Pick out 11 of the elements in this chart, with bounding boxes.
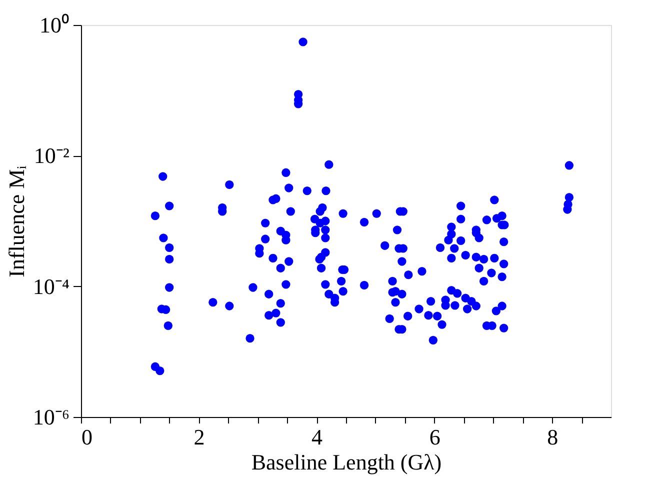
y-tick-label: 10⁻⁴ [32,274,70,299]
y-tick-label: 10⁻⁶ [32,404,70,430]
x-tick-label: 6 [429,424,440,450]
x-tick-label: 8 [547,424,558,450]
x-tick-label: 4 [312,424,323,450]
x-axis-title: Baseline Length (Gλ) [251,450,442,474]
y-tick-label: 10⁰ [40,12,70,38]
x-tick-label: 2 [194,424,205,450]
y-axis-title: Influence Mᵢ [4,165,29,278]
x-tick-label: 0 [82,424,92,450]
y-tick-label: 10⁻² [34,143,70,168]
